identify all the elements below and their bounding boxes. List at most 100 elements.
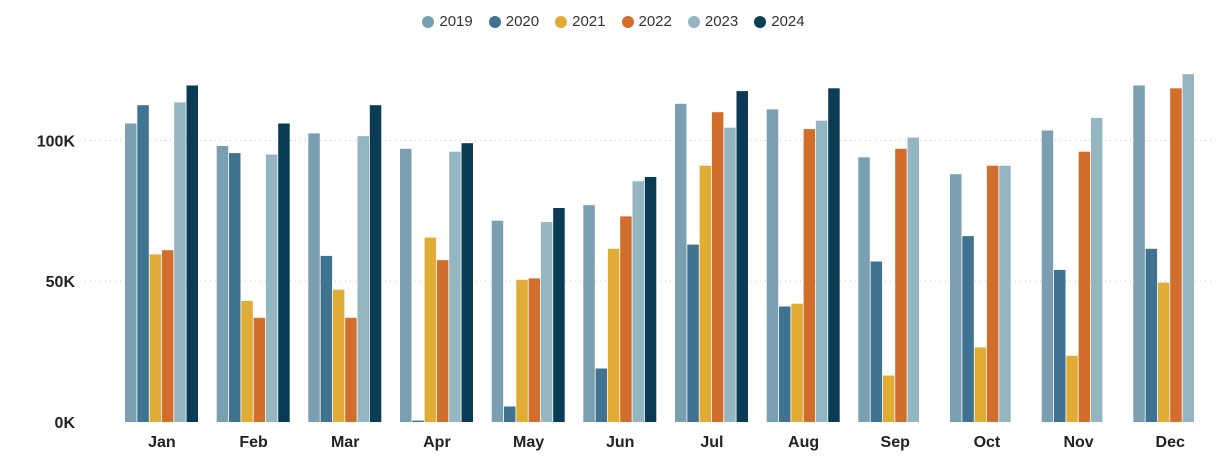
bar-feb-2020[interactable]	[229, 153, 241, 422]
legend-swatch	[422, 15, 435, 28]
bar-mar-2024[interactable]	[369, 105, 382, 422]
bar-sep-2023[interactable]	[907, 137, 920, 422]
x-tick-label: Feb	[239, 434, 268, 451]
bar-dec-2019[interactable]	[1133, 85, 1145, 423]
bar-jun-2019[interactable]	[583, 205, 595, 422]
bar-jun-2022[interactable]	[620, 216, 632, 422]
bar-jul-2023[interactable]	[724, 127, 736, 422]
legend-label: 2023	[704, 13, 739, 30]
legend-swatch	[687, 15, 700, 28]
bar-jan-2020[interactable]	[137, 105, 149, 422]
bar-may-2022[interactable]	[528, 278, 541, 422]
x-tick-label: Sep	[881, 434, 911, 451]
bar-may-2021[interactable]	[516, 279, 528, 422]
bar-oct-2021[interactable]	[974, 347, 987, 422]
bar-feb-2019[interactable]	[216, 146, 229, 422]
bar-dec-2021[interactable]	[1157, 282, 1170, 422]
bar-nov-2020[interactable]	[1054, 269, 1066, 422]
x-tick-label: Jan	[148, 434, 176, 451]
legend-label: 2019	[439, 13, 473, 30]
bar-mar-2020[interactable]	[320, 255, 333, 422]
bar-dec-2023[interactable]	[1182, 74, 1195, 422]
bar-dec-2022[interactable]	[1170, 88, 1182, 423]
legend-swatch	[754, 15, 767, 28]
bar-jul-2019[interactable]	[675, 103, 687, 423]
bar-aug-2020[interactable]	[779, 306, 791, 423]
bar-may-2023[interactable]	[540, 222, 553, 422]
bar-jun-2024[interactable]	[644, 177, 657, 422]
bar-nov-2022[interactable]	[1078, 151, 1091, 422]
bar-sep-2020[interactable]	[870, 261, 883, 423]
bar-jan-2021[interactable]	[149, 254, 162, 422]
legend-label: 2022	[638, 13, 672, 30]
bar-jan-2024[interactable]	[186, 85, 199, 423]
bar-mar-2023[interactable]	[357, 136, 370, 422]
y-tick-label: 50K	[46, 274, 76, 291]
x-tick-label: Aug	[788, 434, 819, 451]
bar-feb-2023[interactable]	[265, 154, 278, 423]
x-tick-label: Oct	[974, 434, 1001, 451]
bar-oct-2022[interactable]	[986, 165, 999, 422]
bar-feb-2024[interactable]	[278, 123, 290, 423]
bar-apr-2019[interactable]	[400, 148, 412, 423]
legend-item-2019[interactable]: 2019	[422, 13, 473, 30]
bar-feb-2021[interactable]	[241, 300, 253, 422]
bar-jul-2021[interactable]	[699, 165, 712, 422]
legend-item-2023[interactable]: 2023	[687, 13, 739, 30]
bar-aug-2022[interactable]	[803, 129, 816, 422]
bar-jul-2020[interactable]	[687, 244, 699, 422]
bar-apr-2020[interactable]	[412, 420, 424, 422]
x-tick-label: Mar	[331, 434, 359, 451]
bar-jan-2019[interactable]	[125, 123, 137, 423]
bar-oct-2019[interactable]	[950, 174, 962, 422]
legend-item-2021[interactable]: 2021	[555, 13, 606, 30]
legend-item-2024[interactable]: 2024	[754, 13, 805, 30]
bar-aug-2024[interactable]	[828, 88, 840, 423]
bar-aug-2021[interactable]	[791, 303, 803, 422]
bar-sep-2019[interactable]	[858, 157, 870, 423]
x-tick-label: Nov	[1063, 434, 1093, 451]
bar-aug-2023[interactable]	[815, 120, 828, 422]
bar-apr-2024[interactable]	[461, 143, 474, 422]
legend-swatch	[488, 15, 501, 28]
bar-dec-2020[interactable]	[1145, 248, 1158, 422]
bar-apr-2021[interactable]	[424, 237, 437, 422]
bar-apr-2023[interactable]	[449, 151, 461, 422]
bar-sep-2022[interactable]	[895, 148, 907, 423]
bar-may-2024[interactable]	[553, 208, 565, 422]
x-tick-label: Jul	[700, 434, 723, 451]
legend-swatch	[555, 15, 568, 28]
bar-jul-2022[interactable]	[711, 112, 724, 422]
legend-label: 2021	[572, 13, 606, 30]
bar-jan-2023[interactable]	[174, 102, 186, 423]
y-tick-label: 0K	[55, 415, 76, 432]
bar-oct-2020[interactable]	[962, 236, 974, 422]
x-tick-label: Apr	[423, 434, 451, 451]
bar-jul-2024[interactable]	[736, 91, 749, 422]
bar-nov-2019[interactable]	[1041, 130, 1054, 423]
bar-aug-2019[interactable]	[766, 109, 779, 423]
bar-sep-2021[interactable]	[882, 375, 895, 423]
bar-oct-2023[interactable]	[999, 165, 1011, 422]
bar-nov-2021[interactable]	[1066, 355, 1078, 422]
bar-mar-2022[interactable]	[345, 317, 357, 422]
bar-mar-2021[interactable]	[332, 289, 345, 422]
bar-may-2020[interactable]	[504, 406, 516, 423]
bar-jun-2023[interactable]	[632, 181, 645, 422]
bar-feb-2022[interactable]	[253, 317, 266, 422]
x-tick-label: Jun	[606, 434, 634, 451]
bar-jan-2022[interactable]	[161, 250, 174, 422]
bar-may-2019[interactable]	[491, 220, 504, 422]
chart-legend: 2019 2020 2021 2022 2023 2024	[0, 13, 1227, 30]
x-tick-label: Dec	[1156, 434, 1185, 451]
bar-apr-2022[interactable]	[436, 260, 449, 422]
bar-mar-2019[interactable]	[308, 133, 320, 422]
legend-item-2022[interactable]: 2022	[621, 13, 672, 30]
bar-nov-2023[interactable]	[1090, 117, 1103, 423]
bar-jun-2021[interactable]	[607, 248, 620, 422]
bar-jun-2020[interactable]	[595, 368, 608, 423]
legend-label: 2020	[505, 13, 540, 30]
legend-item-2020[interactable]: 2020	[488, 13, 540, 30]
legend-label: 2024	[771, 13, 805, 30]
